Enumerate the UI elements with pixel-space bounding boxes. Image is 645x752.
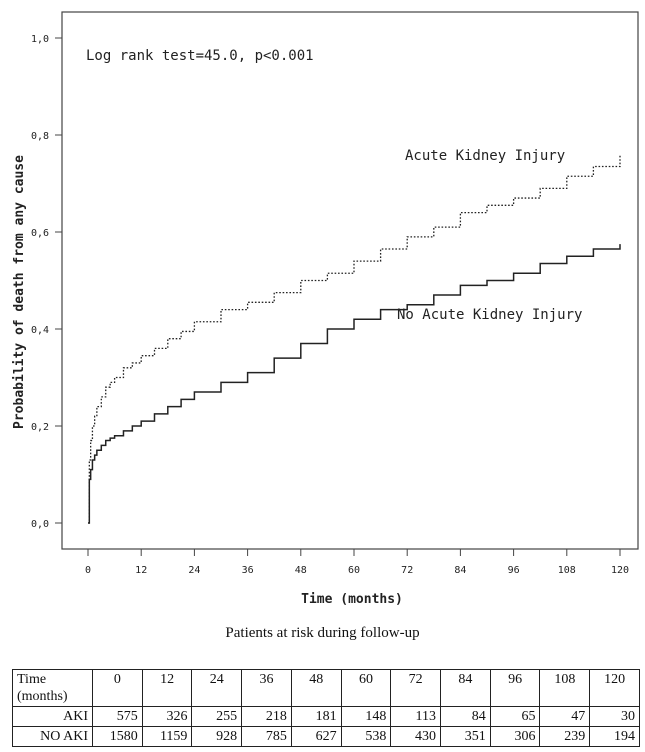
time-cell: 120 <box>589 669 640 707</box>
patients-at-risk-table: Time (months) 0 12 24 36 48 60 72 84 96 1… <box>12 669 640 747</box>
risk-cell: 194 <box>589 726 640 747</box>
x-tick-label: 72 <box>401 565 413 576</box>
risk-cell: 785 <box>241 726 292 747</box>
x-tick-label: 120 <box>611 565 629 576</box>
x-axis-ticks: 0 12 24 36 48 60 72 84 96 108 120 <box>85 549 629 576</box>
risk-cell: 575 <box>92 706 143 727</box>
time-cell: 108 <box>539 669 591 707</box>
risk-row-no-aki: NO AKI 1580 1159 928 785 627 538 430 351… <box>12 726 640 747</box>
y-axis-label: Probability of death from any cause <box>12 155 27 429</box>
risk-cell: 239 <box>539 726 591 747</box>
risk-row-label: AKI <box>12 706 93 727</box>
time-cell: 72 <box>390 669 442 707</box>
risk-cell: 538 <box>340 726 392 747</box>
y-tick-label: 0,2 <box>31 422 49 433</box>
y-axis-ticks: 0,0 0,2 0,4 0,6 0,8 1,0 <box>31 34 62 530</box>
risk-cell: 218 <box>241 706 292 727</box>
x-tick-label: 24 <box>188 565 200 576</box>
risk-cell: 181 <box>290 706 342 727</box>
risk-row-aki: AKI 575 326 255 218 181 148 113 84 65 47… <box>12 706 640 727</box>
time-cell: 24 <box>191 669 243 707</box>
y-tick-label: 0,8 <box>31 131 49 142</box>
x-tick-label: 36 <box>242 565 254 576</box>
y-tick-label: 1,0 <box>31 34 49 45</box>
risk-cell: 47 <box>539 706 591 727</box>
x-tick-label: 96 <box>508 565 520 576</box>
time-cell: 12 <box>141 669 193 707</box>
x-tick-label: 12 <box>135 565 147 576</box>
x-tick-label: 60 <box>348 565 360 576</box>
series-label-no-aki: No Acute Kidney Injury <box>397 307 582 323</box>
kaplan-meier-chart: 0,0 0,2 0,4 0,6 0,8 1,0 0 12 24 36 48 60 72 84 96 108 1… <box>12 11 639 607</box>
time-cell: 0 <box>92 669 143 707</box>
risk-cell: 148 <box>340 706 392 727</box>
risk-cell: 627 <box>290 726 342 747</box>
time-header-line1: Time <box>17 672 47 687</box>
plot-area-frame <box>61 11 639 550</box>
risk-cell: 84 <box>440 706 491 727</box>
y-tick-label: 0,0 <box>31 519 49 530</box>
series-line-aki <box>88 154 621 524</box>
series-layer <box>88 154 621 524</box>
risk-cell: 1580 <box>92 726 143 747</box>
time-cell: 60 <box>340 669 392 707</box>
time-cell: 96 <box>489 669 541 707</box>
time-header-line2: (months) <box>17 689 68 704</box>
y-tick-label: 0,6 <box>31 228 49 239</box>
risk-cell: 255 <box>191 706 243 727</box>
y-tick-label: 0,4 <box>31 325 49 336</box>
series-label-aki: Acute Kidney Injury <box>405 148 565 164</box>
series-line-no-aki <box>88 244 621 524</box>
risk-cell: 65 <box>489 706 541 727</box>
risk-table-caption: Patients at risk during follow-up <box>225 625 420 641</box>
risk-cell: 351 <box>440 726 491 747</box>
risk-row-label: NO AKI <box>12 726 93 747</box>
time-cell: 48 <box>290 669 342 707</box>
x-tick-label: 108 <box>558 565 576 576</box>
risk-cell: 113 <box>390 706 442 727</box>
time-cell: 36 <box>241 669 292 707</box>
risk-cell: 306 <box>489 726 541 747</box>
x-tick-label: 84 <box>454 565 466 576</box>
risk-cell: 928 <box>191 726 243 747</box>
risk-cell: 430 <box>390 726 442 747</box>
time-header-cell: Time (months) <box>12 669 93 707</box>
x-axis-label: Time (months) <box>301 592 403 607</box>
log-rank-annotation: Log rank test=45.0, p<0.001 <box>86 48 314 64</box>
risk-cell: 326 <box>141 706 193 727</box>
risk-table-header-row: Time (months) 0 12 24 36 48 60 72 84 96 1… <box>12 669 640 707</box>
risk-cell: 1159 <box>141 726 193 747</box>
risk-cell: 30 <box>589 706 640 727</box>
x-tick-label: 0 <box>85 565 91 576</box>
x-tick-label: 48 <box>295 565 307 576</box>
time-cell: 84 <box>440 669 491 707</box>
